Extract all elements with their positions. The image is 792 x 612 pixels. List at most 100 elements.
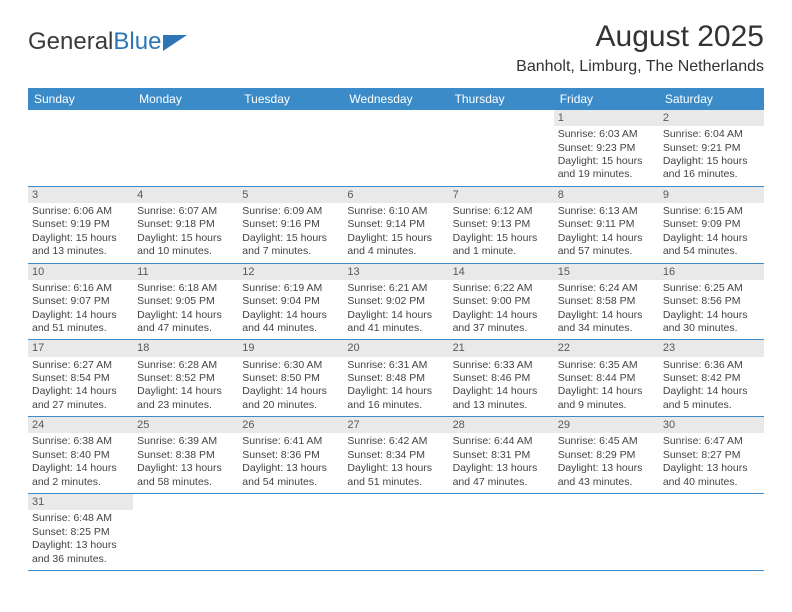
calendar-day-cell: 10Sunrise: 6:16 AMSunset: 9:07 PMDayligh… [28, 263, 133, 340]
day-sunrise: Sunrise: 6:36 AM [663, 359, 760, 372]
day-sunrise: Sunrise: 6:19 AM [242, 282, 339, 295]
day-daylight1: Daylight: 13 hours [242, 462, 339, 475]
logo-flag-icon [163, 33, 189, 51]
weekday-header-row: SundayMondayTuesdayWednesdayThursdayFrid… [28, 88, 764, 110]
day-number: 13 [343, 264, 448, 280]
day-daylight2: and 16 minutes. [663, 168, 760, 181]
day-number: 9 [659, 187, 764, 203]
day-number: 7 [449, 187, 554, 203]
day-daylight1: Daylight: 14 hours [663, 385, 760, 398]
day-sunrise: Sunrise: 6:21 AM [347, 282, 444, 295]
day-sunset: Sunset: 8:46 PM [453, 372, 550, 385]
day-daylight2: and 13 minutes. [453, 399, 550, 412]
calendar-day-cell: 28Sunrise: 6:44 AMSunset: 8:31 PMDayligh… [449, 417, 554, 494]
day-daylight1: Daylight: 14 hours [137, 309, 234, 322]
day-sunset: Sunset: 8:40 PM [32, 449, 129, 462]
day-number: 15 [554, 264, 659, 280]
calendar-day-cell: 26 Sunrise: 6:41 AMSunset: 8:36 PMDayligh… [238, 417, 343, 494]
day-daylight2: and 41 minutes. [347, 322, 444, 335]
day-daylight1: Daylight: 14 hours [242, 385, 339, 398]
day-daylight2: and 51 minutes. [32, 322, 129, 335]
calendar-day-cell: 4Sunrise: 6:07 AMSunset: 9:18 PMDaylight… [133, 186, 238, 263]
day-daylight2: and 54 minutes. [663, 245, 760, 258]
day-sunset: Sunset: 9:19 PM [32, 218, 129, 231]
day-daylight1: Daylight: 14 hours [558, 232, 655, 245]
day-number: 24 [28, 417, 133, 433]
day-number: 8 [554, 187, 659, 203]
day-number: 5 [238, 187, 343, 203]
calendar-day-cell: 8Sunrise: 6:13 AMSunset: 9:11 PMDaylight… [554, 186, 659, 263]
day-sunset: Sunset: 8:25 PM [32, 526, 129, 539]
calendar-day-cell: 20Sunrise: 6:31 AMSunset: 8:48 PMDayligh… [343, 340, 448, 417]
day-daylight2: and 5 minutes. [663, 399, 760, 412]
calendar-empty-cell [659, 494, 764, 571]
day-number: 3 [28, 187, 133, 203]
day-sunset: Sunset: 9:04 PM [242, 295, 339, 308]
day-daylight2: and 36 minutes. [32, 553, 129, 566]
day-sunrise: Sunrise: 6:44 AM [453, 435, 550, 448]
weekday-header: Saturday [659, 88, 764, 110]
calendar-day-cell: 3Sunrise: 6:06 AMSunset: 9:19 PMDaylight… [28, 186, 133, 263]
day-sunrise: Sunrise: 6:04 AM [663, 128, 760, 141]
day-daylight2: and 1 minute. [453, 245, 550, 258]
day-daylight2: and 34 minutes. [558, 322, 655, 335]
day-sunrise: Sunrise: 6:38 AM [32, 435, 129, 448]
day-daylight1: Daylight: 14 hours [663, 309, 760, 322]
day-sunrise: Sunrise: 6:39 AM [137, 435, 234, 448]
calendar-week-row: 3Sunrise: 6:06 AMSunset: 9:19 PMDaylight… [28, 186, 764, 263]
calendar-empty-cell [449, 110, 554, 186]
day-sunrise: Sunrise: 6:07 AM [137, 205, 234, 218]
day-daylight1: Daylight: 14 hours [347, 309, 444, 322]
day-number: 22 [554, 340, 659, 356]
day-daylight1: Daylight: 13 hours [453, 462, 550, 475]
day-number: 4 [133, 187, 238, 203]
day-number: 18 [133, 340, 238, 356]
day-sunrise: Sunrise: 6:41 AM [242, 435, 339, 448]
day-sunset: Sunset: 9:21 PM [663, 142, 760, 155]
weekday-header: Friday [554, 88, 659, 110]
day-sunrise: Sunrise: 6:16 AM [32, 282, 129, 295]
day-sunset: Sunset: 9:11 PM [558, 218, 655, 231]
calendar-day-cell: 6Sunrise: 6:10 AMSunset: 9:14 PMDaylight… [343, 186, 448, 263]
day-sunrise: Sunrise: 6:33 AM [453, 359, 550, 372]
day-daylight2: and 47 minutes. [453, 476, 550, 489]
calendar-day-cell: 27Sunrise: 6:42 AMSunset: 8:34 PMDayligh… [343, 417, 448, 494]
day-daylight1: Daylight: 14 hours [32, 462, 129, 475]
day-number: 30 [659, 417, 764, 433]
day-number: 11 [133, 264, 238, 280]
calendar-day-cell: 2Sunrise: 6:04 AMSunset: 9:21 PMDaylight… [659, 110, 764, 186]
day-number: 25 [133, 417, 238, 433]
day-sunset: Sunset: 9:18 PM [137, 218, 234, 231]
day-daylight1: Daylight: 14 hours [453, 309, 550, 322]
day-daylight1: Daylight: 13 hours [663, 462, 760, 475]
day-sunset: Sunset: 8:36 PM [242, 449, 339, 462]
day-daylight2: and 4 minutes. [347, 245, 444, 258]
day-number: 14 [449, 264, 554, 280]
day-sunrise: Sunrise: 6:27 AM [32, 359, 129, 372]
day-sunrise: Sunrise: 6:10 AM [347, 205, 444, 218]
calendar-day-cell: 9Sunrise: 6:15 AMSunset: 9:09 PMDaylight… [659, 186, 764, 263]
weekday-header: Tuesday [238, 88, 343, 110]
calendar-day-cell: 31Sunrise: 6:48 AMSunset: 8:25 PMDayligh… [28, 494, 133, 571]
day-daylight2: and 16 minutes. [347, 399, 444, 412]
day-sunrise: Sunrise: 6:09 AM [242, 205, 339, 218]
day-daylight2: and 58 minutes. [137, 476, 234, 489]
day-number: 10 [28, 264, 133, 280]
day-daylight2: and 20 minutes. [242, 399, 339, 412]
day-sunset: Sunset: 8:44 PM [558, 372, 655, 385]
calendar-day-cell: 11 Sunrise: 6:18 AMSunset: 9:05 PMDayligh… [133, 263, 238, 340]
calendar-body: 1Sunrise: 6:03 AMSunset: 9:23 PMDaylight… [28, 110, 764, 570]
weekday-header: Wednesday [343, 88, 448, 110]
day-daylight2: and 43 minutes. [558, 476, 655, 489]
day-daylight2: and 13 minutes. [32, 245, 129, 258]
day-daylight1: Daylight: 14 hours [347, 385, 444, 398]
day-sunset: Sunset: 8:58 PM [558, 295, 655, 308]
day-number: 1 [554, 110, 659, 126]
day-sunrise: Sunrise: 6:18 AM [137, 282, 234, 295]
day-sunset: Sunset: 9:05 PM [137, 295, 234, 308]
calendar-empty-cell [554, 494, 659, 571]
day-number: 26 [238, 417, 343, 433]
weekday-header: Thursday [449, 88, 554, 110]
day-daylight2: and 10 minutes. [137, 245, 234, 258]
day-daylight2: and 9 minutes. [558, 399, 655, 412]
